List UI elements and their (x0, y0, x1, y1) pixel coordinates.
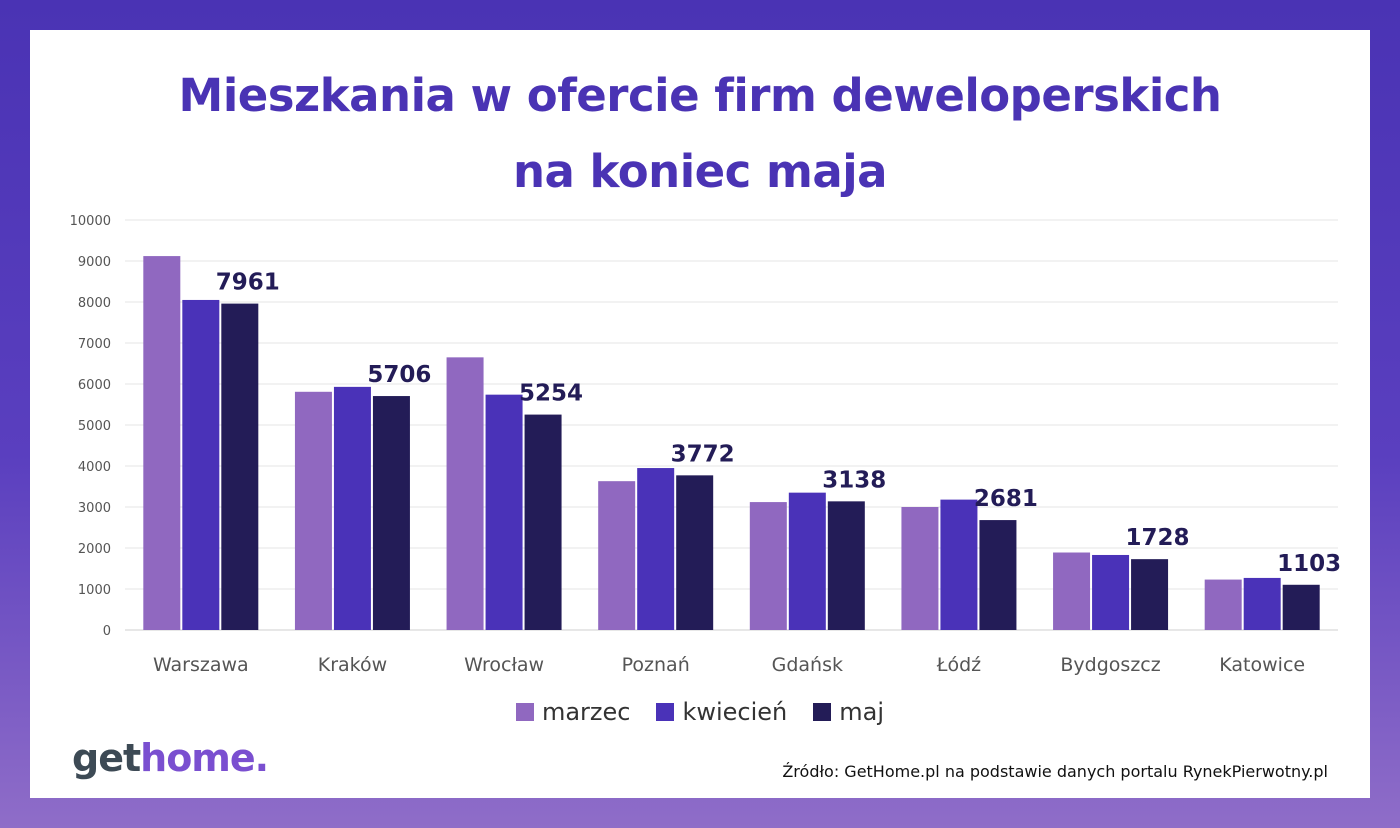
x-category-label: Łódź (936, 654, 981, 676)
gethome-logo[interactable]: gethome. (72, 736, 269, 780)
bar-maj-6 (1131, 559, 1169, 630)
legend-swatch-marzec (515, 703, 534, 721)
bar-kwiecie--4 (788, 492, 826, 630)
data-label: 7961 (216, 270, 280, 296)
bar-maj-3 (676, 475, 714, 630)
bar-marzec-4 (749, 502, 787, 630)
bar-kwiecie--0 (182, 299, 220, 630)
bar-chart: 0 1000 2000 3000 4000 5000 6000 7000 8000 9000 100… (70, 214, 1342, 676)
chart-title-line-1: Mieszkania w ofercie firm deweloperskich (178, 69, 1222, 122)
y-tick-label: 5000 (78, 419, 111, 434)
legend-swatch-kwiecien (656, 703, 675, 721)
chart-title: Mieszkania w ofercie firm deweloperskich… (0, 58, 1400, 210)
bar-maj-5 (979, 520, 1017, 630)
y-tick-label: 1000 (78, 583, 111, 598)
y-tick-label: 10000 (70, 214, 111, 229)
bar-maj-4 (827, 501, 865, 630)
bar-marzec-7 (1204, 579, 1242, 630)
data-label: 5254 (519, 381, 583, 407)
chart-title-line-2: na koniec maja (512, 145, 888, 198)
bar-marzec-1 (294, 391, 332, 630)
legend-label-marzec: marzec (541, 698, 631, 726)
legend-swatch-maj (813, 703, 832, 721)
y-tick-label: 6000 (78, 378, 111, 393)
y-tick-label: 3000 (78, 501, 111, 516)
logo-text-dot: . (254, 736, 269, 780)
y-tick-label: 4000 (78, 460, 111, 475)
x-category-label: Katowice (1219, 654, 1305, 676)
x-category-label: Wrocław (464, 654, 544, 676)
x-category-label: Bydgoszcz (1060, 654, 1160, 676)
bar-marzec-5 (901, 507, 939, 630)
bar-maj-0 (221, 303, 259, 630)
bar-kwiecie--3 (637, 468, 675, 630)
data-label: 5706 (367, 362, 431, 388)
data-label: 1103 (1277, 551, 1341, 577)
bar-kwiecie--5 (940, 499, 978, 630)
y-tick-label: 9000 (78, 255, 111, 270)
legend-label-kwiecien: kwiecień (682, 698, 788, 726)
bar-kwiecie--6 (1092, 554, 1130, 630)
bar-marzec-0 (143, 256, 181, 630)
bar-marzec-3 (598, 481, 636, 630)
data-label: 3772 (671, 441, 735, 467)
x-category-label: Warszawa (153, 654, 249, 676)
y-tick-label: 2000 (78, 542, 111, 557)
legend-label-maj: maj (839, 698, 885, 726)
y-tick-label: 0 (103, 624, 111, 639)
bar-kwiecie--7 (1243, 577, 1281, 630)
y-tick-label: 7000 (78, 337, 111, 352)
x-category-label: Kraków (318, 654, 387, 676)
bar-kwiecie--1 (333, 386, 371, 630)
source-note: Źródło: GetHome.pl na podstawie danych p… (782, 762, 1328, 781)
y-tick-label: 8000 (78, 296, 111, 311)
bar-marzec-6 (1053, 552, 1091, 630)
x-category-label: Gdańsk (772, 654, 843, 676)
bar-kwiecie--2 (485, 394, 523, 630)
x-category-label: Poznań (622, 654, 690, 676)
legend-item-kwiecien: kwiecień (656, 698, 787, 726)
bar-maj-2 (524, 414, 562, 630)
logo-text-home: home (140, 736, 256, 780)
legend-item-maj: maj (813, 698, 884, 726)
data-label: 3138 (822, 467, 886, 493)
data-label: 1728 (1126, 525, 1190, 551)
bar-marzec-2 (446, 357, 484, 630)
chart-legend: marzec kwiecień maj (0, 690, 1400, 734)
legend-item-marzec: marzec (515, 698, 631, 726)
bar-maj-1 (372, 396, 410, 630)
bar-maj-7 (1282, 584, 1320, 630)
logo-text-get: get (72, 736, 141, 780)
data-label: 2681 (974, 486, 1038, 512)
